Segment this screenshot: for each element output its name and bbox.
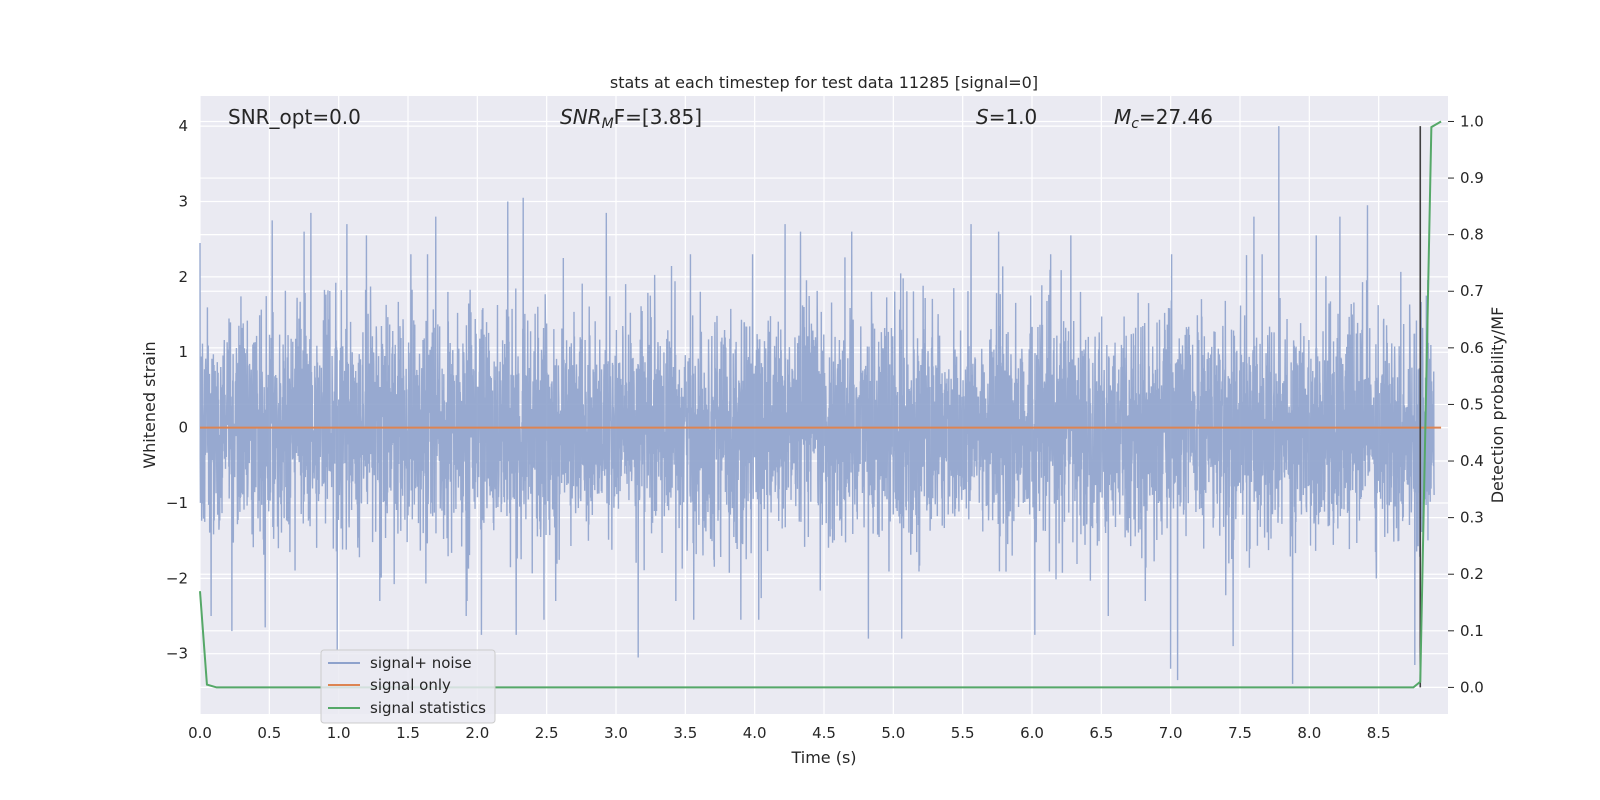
y-tick-label: 3 — [178, 193, 188, 211]
y-tick-label: −1 — [166, 494, 188, 512]
y2-tick-label: 0.4 — [1460, 452, 1484, 470]
noise-line — [199, 126, 1435, 684]
x-tick-label: 2.5 — [535, 724, 559, 742]
s-value: =1.0 — [989, 105, 1038, 129]
x-tick-label: 6.5 — [1089, 724, 1113, 742]
y2-tick-label: 0.8 — [1460, 226, 1484, 244]
x-ticks: 0.0 0.5 1.0 1.5 2.0 2.5 3.0 3.5 4.0 4.5 5.0 5.5 6.0 6… — [188, 724, 1391, 742]
x-tick-label: 3.5 — [673, 724, 697, 742]
series-signal-noise — [199, 126, 1435, 684]
series-signal-statistics — [199, 120, 1442, 689]
y2-tick-label: 0.5 — [1460, 395, 1484, 413]
y-tick-label: −3 — [166, 645, 188, 663]
legend-label-signal-only: signal only — [370, 676, 451, 694]
snr-mf-label: SNR — [560, 105, 602, 129]
mc-label: M — [1114, 105, 1131, 129]
annotation-snr-mf: SNRMF=[3.85] — [560, 105, 702, 132]
x-tick-label: 6.0 — [1020, 724, 1044, 742]
y2-tick-label: 0.9 — [1460, 169, 1484, 187]
mc-sub: c — [1131, 116, 1139, 132]
x-tick-label: 2.0 — [465, 724, 489, 742]
y-tick-label: 0 — [178, 419, 188, 437]
x-tick-label: 7.0 — [1159, 724, 1183, 742]
legend-label-signal-statistics: signal statistics — [370, 699, 486, 717]
annotation-mc: Mc=27.46 — [1114, 105, 1213, 132]
y-tick-label: −2 — [166, 569, 188, 587]
y2-tick-label: 0.6 — [1460, 339, 1484, 357]
y-ticks: 4 3 2 1 0 −1 −2 −3 — [166, 117, 188, 663]
snr-mf-suffix: F=[3.85] — [614, 105, 702, 129]
legend-label-signal-noise: signal+ noise — [370, 654, 472, 672]
x-tick-label: 0.0 — [188, 724, 212, 742]
x-tick-label: 4.0 — [743, 724, 767, 742]
y2-tick-label: 0.3 — [1460, 509, 1484, 527]
y-tick-label: 1 — [178, 343, 188, 361]
y2-tick-label: 1.0 — [1460, 112, 1484, 130]
s-label: S — [976, 105, 989, 129]
x-tick-label: 7.5 — [1228, 724, 1252, 742]
y2-ticks: 1.0 0.9 0.8 0.7 0.6 0.5 0.4 0.3 0.2 0.1 0.0 — [1448, 112, 1484, 696]
x-tick-label: 0.5 — [257, 724, 281, 742]
x-axis-label: Time (s) — [790, 748, 856, 767]
x-tick-label: 8.5 — [1367, 724, 1391, 742]
x-tick-label: 5.5 — [951, 724, 975, 742]
y2-tick-label: 0.0 — [1460, 678, 1484, 696]
statistics-line — [199, 120, 1442, 689]
y-axis-label: Whitened strain — [140, 341, 159, 468]
snr-mf-sub: M — [602, 116, 614, 132]
y2-tick-label: 0.1 — [1460, 622, 1484, 640]
y2-tick-label: 0.2 — [1460, 565, 1484, 583]
x-tick-label: 5.0 — [881, 724, 905, 742]
legend-box — [320, 649, 496, 724]
chart-title: stats at each timestep for test data 112… — [610, 73, 1038, 92]
annotation-snr-opt: SNR_opt=0.0 — [228, 105, 361, 129]
annotation-s: S=1.0 — [976, 105, 1037, 129]
x-tick-label: 3.0 — [604, 724, 628, 742]
legend: signal+ noise signal only signal statist… — [320, 649, 496, 724]
y-tick-label: 2 — [178, 268, 188, 286]
y2-tick-label: 0.7 — [1460, 282, 1484, 300]
y2-axis-label: Detection probability/MF — [1488, 307, 1507, 504]
mc-value: =27.46 — [1139, 105, 1213, 129]
x-tick-label: 4.5 — [812, 724, 836, 742]
x-tick-label: 1.0 — [327, 724, 351, 742]
x-tick-label: 8.0 — [1297, 724, 1321, 742]
y-tick-label: 4 — [178, 117, 188, 135]
x-tick-label: 1.5 — [396, 724, 420, 742]
